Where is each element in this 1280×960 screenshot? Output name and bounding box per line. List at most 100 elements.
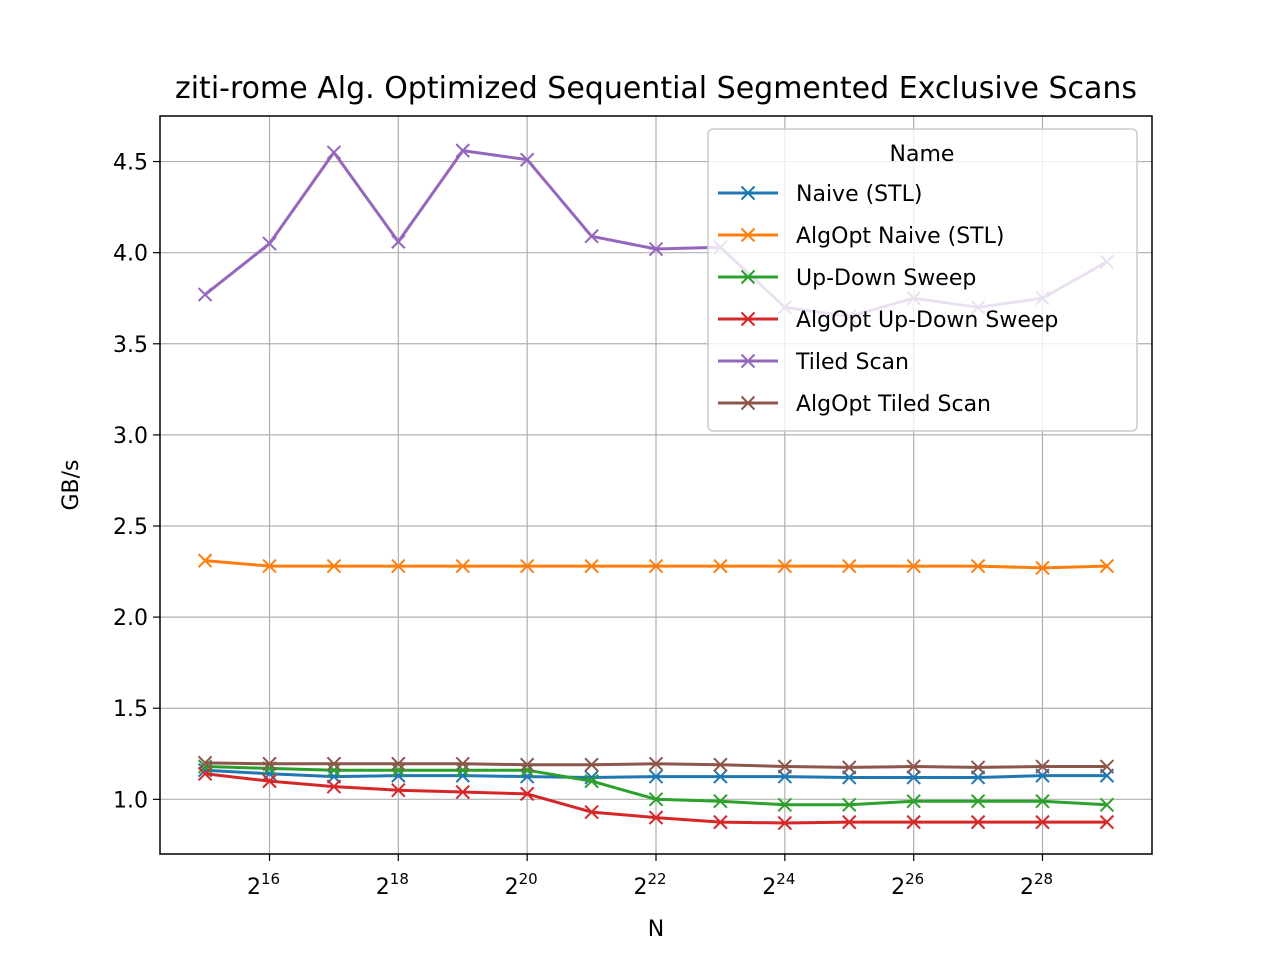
data-point <box>648 792 664 807</box>
data-point <box>455 762 470 778</box>
data-point <box>262 558 277 574</box>
data-point <box>713 793 728 809</box>
legend-swatch-marker <box>740 227 756 243</box>
data-point <box>970 558 986 574</box>
y-tick-label: 3.0 <box>113 424 148 449</box>
y-tick-label: 1.0 <box>113 788 148 813</box>
y-axis: 1.0 1.5 2.0 2.5 3.0 3.5 4.0 4.5 <box>113 151 160 813</box>
chart-title: ziti-rome Alg. Optimized Sequential Segm… <box>175 71 1137 106</box>
data-point <box>326 558 342 574</box>
data-point <box>1099 814 1115 830</box>
data-point <box>197 553 213 568</box>
legend-swatch-marker <box>740 185 756 201</box>
x-tick-label: 220 <box>505 870 538 900</box>
data-point <box>648 810 664 825</box>
data-point <box>584 773 599 789</box>
data-point <box>1099 558 1115 574</box>
x-axis-label: N <box>648 917 664 942</box>
legend-label: AlgOpt Tiled Scan <box>796 392 991 417</box>
data-point <box>326 779 342 794</box>
y-tick-label: 1.5 <box>113 697 148 722</box>
x-tick-label: 226 <box>891 870 924 900</box>
data-point <box>519 558 535 574</box>
x-tick-label: 216 <box>247 870 280 900</box>
data-point <box>584 558 599 574</box>
x-tick-label: 224 <box>762 870 795 900</box>
data-point <box>648 756 664 772</box>
data-point <box>391 558 406 574</box>
legend-item: Up-Down Sweep <box>718 266 976 291</box>
data-point <box>842 797 857 813</box>
x-axis: 216 218 220 222 224 226 228 <box>247 854 1053 900</box>
data-point <box>906 793 921 809</box>
legend-item: Naive (STL) <box>718 182 922 207</box>
legend-item: AlgOpt Up-Down Sweep <box>718 308 1058 333</box>
series-algopt-up-down-sweep <box>197 766 1115 831</box>
data-point <box>970 793 986 809</box>
y-tick-label: 2.0 <box>113 606 148 631</box>
legend-item: AlgOpt Tiled Scan <box>718 392 991 417</box>
data-point <box>648 241 664 257</box>
data-point <box>1035 793 1050 809</box>
legend-swatch-marker <box>740 269 756 285</box>
data-point <box>1035 759 1050 774</box>
data-point <box>326 762 342 778</box>
series-algopt-tiled-scan <box>197 755 1115 775</box>
data-point <box>584 229 599 244</box>
data-point <box>326 145 342 160</box>
legend-swatch-marker <box>740 353 756 369</box>
legend-label: AlgOpt Naive (STL) <box>796 224 1004 249</box>
data-point <box>584 804 599 820</box>
data-point <box>197 766 213 782</box>
data-point <box>906 814 921 830</box>
data-point <box>584 757 599 772</box>
data-point <box>906 558 921 574</box>
data-point <box>842 558 857 574</box>
data-point <box>262 773 277 789</box>
series-group <box>197 143 1115 831</box>
y-axis-label: GB/s <box>59 459 84 510</box>
data-point <box>906 759 921 774</box>
data-point <box>455 784 470 800</box>
data-point <box>197 755 213 771</box>
data-point <box>777 558 793 574</box>
legend-swatch-marker <box>740 395 756 411</box>
x-tick-label: 228 <box>1020 870 1053 900</box>
data-point <box>262 756 277 772</box>
legend-item: Tiled Scan <box>718 350 909 375</box>
series-up-down-sweep <box>197 759 1115 813</box>
data-point <box>1035 560 1050 576</box>
legend-label: Tiled Scan <box>795 350 909 375</box>
data-point <box>970 760 986 775</box>
data-point <box>391 783 406 798</box>
y-tick-label: 3.5 <box>113 333 148 358</box>
data-point <box>842 814 857 830</box>
data-point <box>391 234 406 249</box>
data-point <box>648 558 664 574</box>
legend-item: AlgOpt Naive (STL) <box>718 224 1004 249</box>
data-point <box>262 236 277 251</box>
data-point <box>391 756 406 772</box>
data-point <box>777 759 793 774</box>
data-point <box>519 152 535 167</box>
data-point <box>842 760 857 775</box>
legend-label: Naive (STL) <box>796 182 922 207</box>
y-tick-label: 2.5 <box>113 515 148 540</box>
legend-swatch-marker <box>740 311 756 327</box>
data-point <box>713 814 728 830</box>
legend-label: AlgOpt Up-Down Sweep <box>796 308 1058 333</box>
legend-box <box>707 128 1138 432</box>
data-point <box>906 770 921 785</box>
data-point <box>1099 759 1115 774</box>
y-tick-label: 4.0 <box>113 242 148 267</box>
data-point <box>455 143 470 158</box>
data-point <box>713 757 728 772</box>
data-point <box>713 558 728 574</box>
series-algopt-naive-stl <box>197 553 1115 576</box>
legend: Name Naive (STL) AlgOpt Naive (STL) Up-Dow… <box>707 128 1138 432</box>
legend-title: Name <box>890 142 955 167</box>
data-point <box>1099 797 1115 813</box>
data-point <box>777 815 793 831</box>
grid <box>160 116 1152 854</box>
